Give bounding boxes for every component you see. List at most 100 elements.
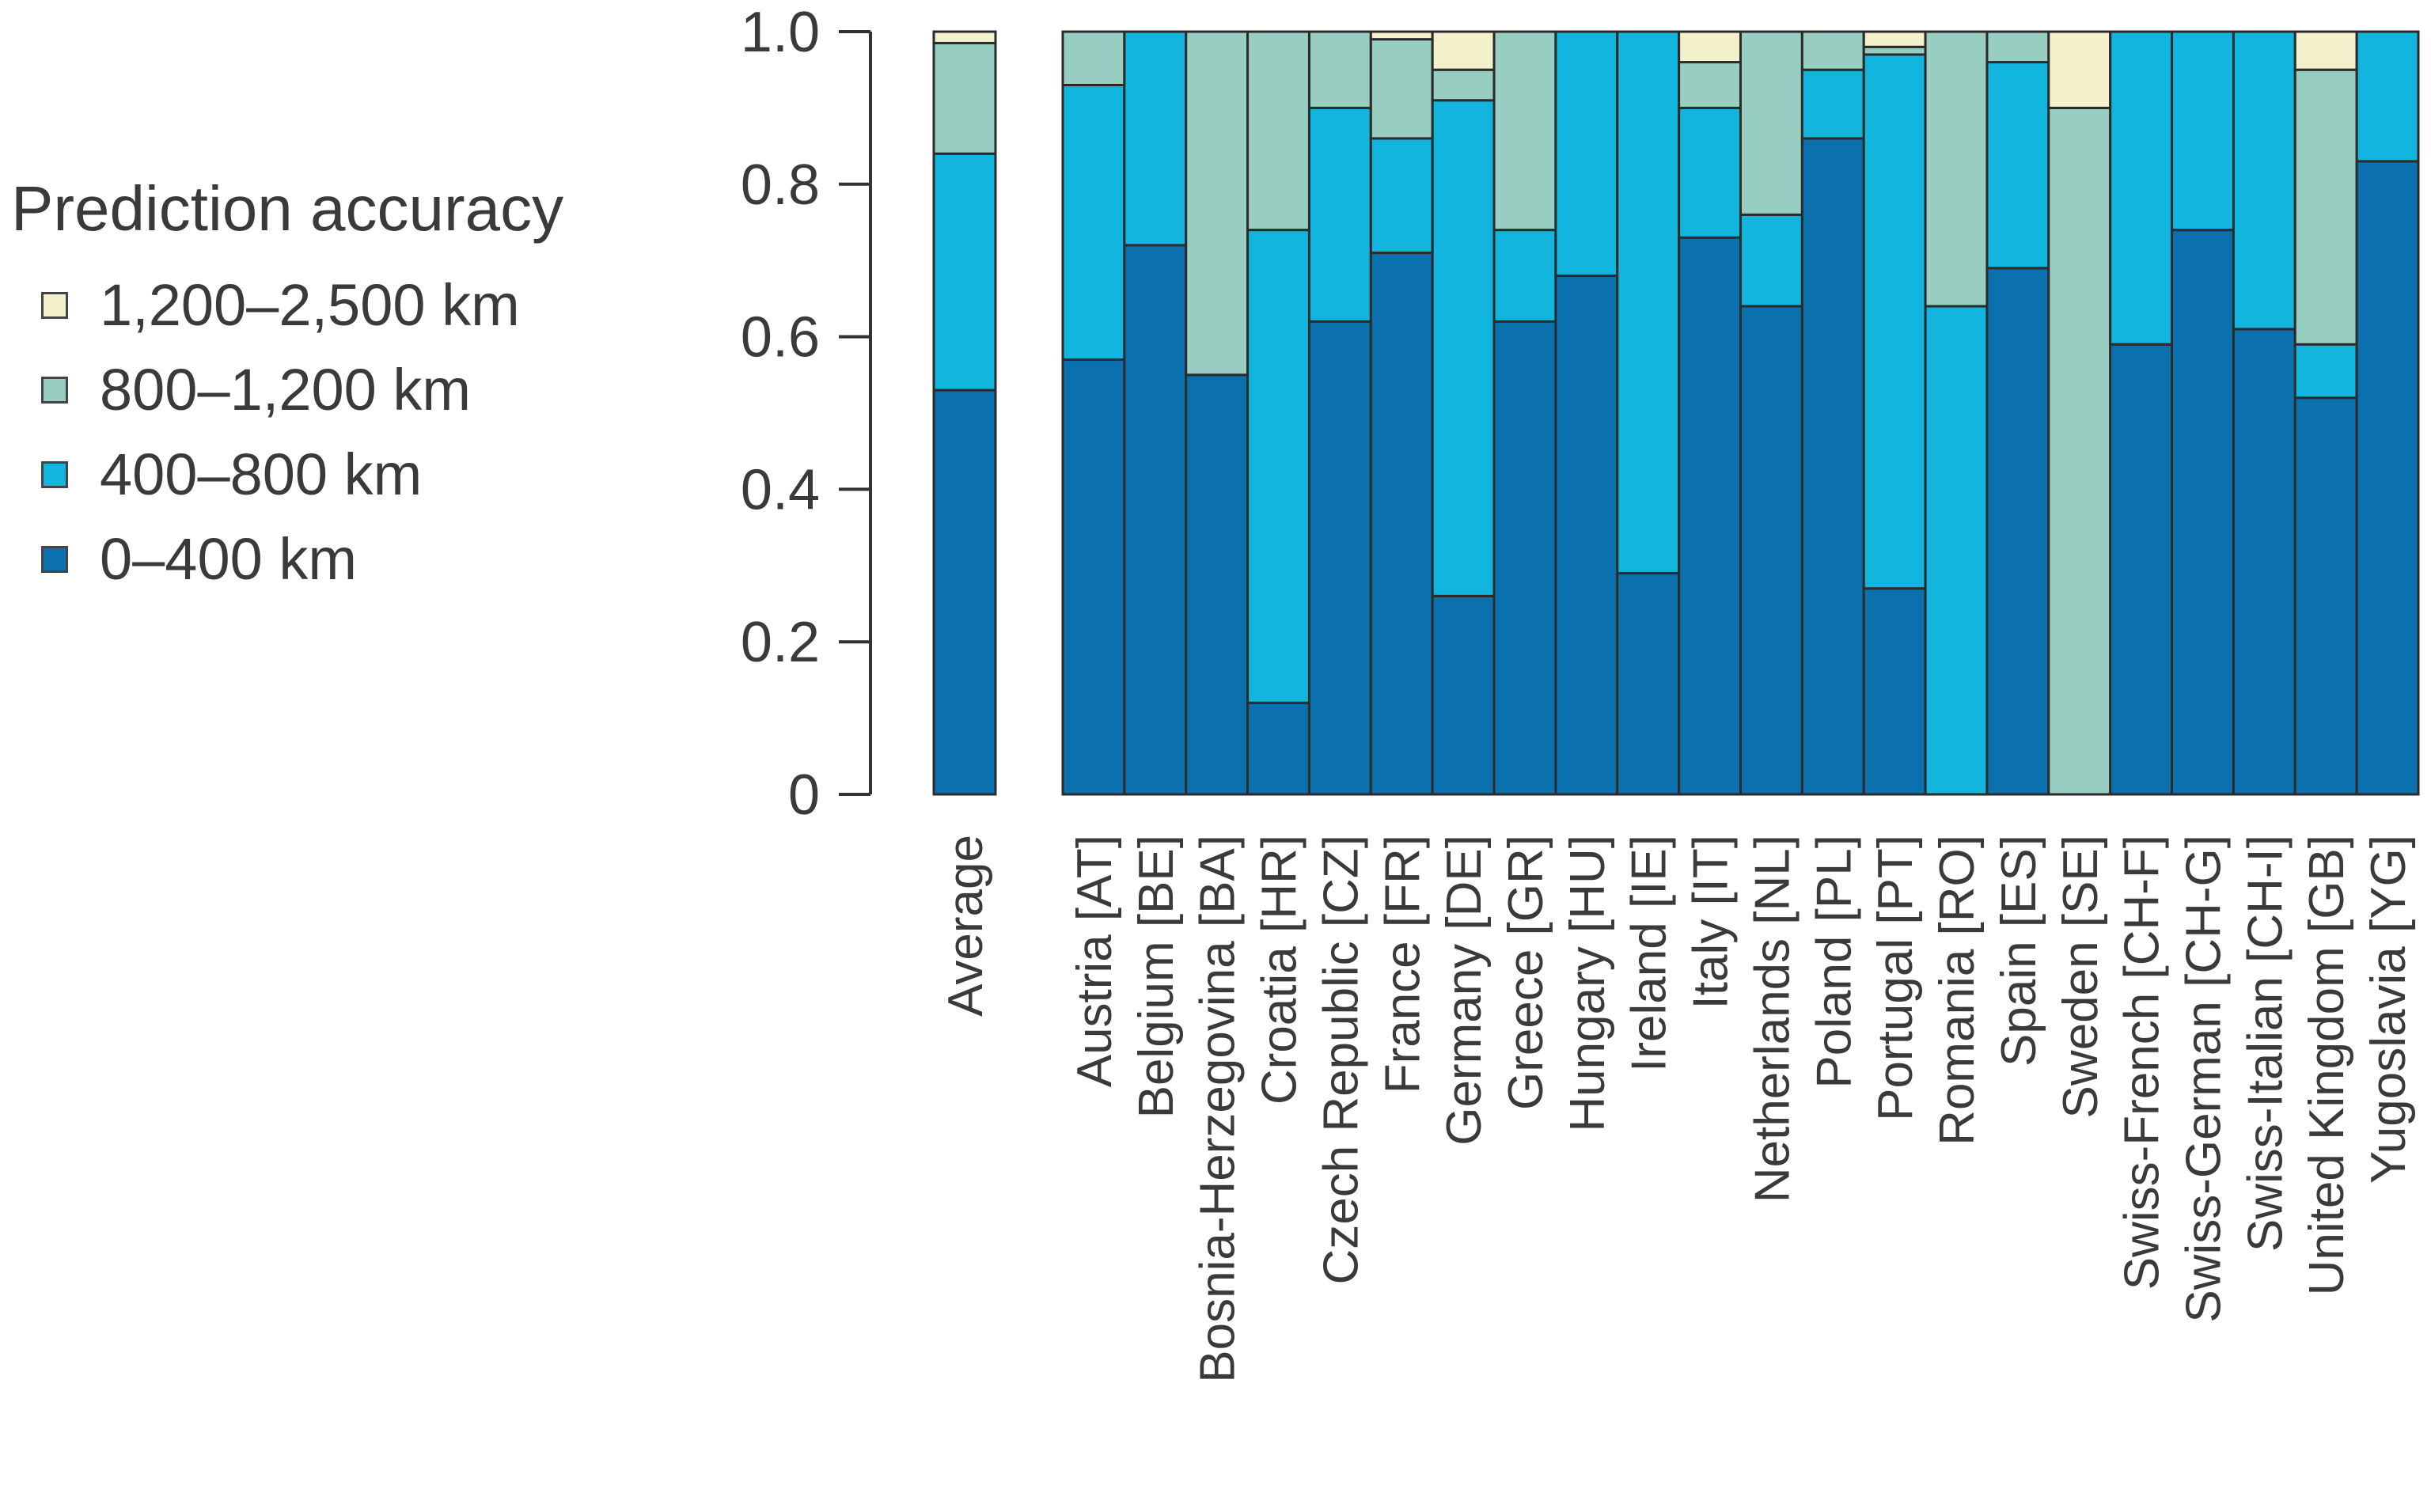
bar-segment-average-1-200-2-500-km xyxy=(932,30,997,44)
bar-segment-netherlands-nl-800-1-200-km xyxy=(1739,30,1803,216)
legend-label-0-400: 0–400 km xyxy=(100,526,357,592)
bar-segment-poland-pl-0-400-km xyxy=(1800,137,1865,796)
category-label-greece-gr: Greece [GR] xyxy=(1499,835,1553,1110)
y-tick-label-4: 0.8 xyxy=(741,153,820,217)
bar-segment-portugal-pt-1-200-2-500-km xyxy=(1862,30,1927,48)
bar-segment-italy-it-400-800-km xyxy=(1678,106,1743,239)
bar-segment-czech-republic-cz-800-1-200-km xyxy=(1307,30,1372,109)
legend-swatch-1200-2500 xyxy=(41,291,68,319)
bar-segment-croatia-hr-800-1-200-km xyxy=(1246,30,1310,232)
legend-item-1200-2500: 1,200–2,500 km xyxy=(11,263,563,347)
y-tick-label-3: 0.6 xyxy=(741,306,820,369)
legend-item-0-400: 0–400 km xyxy=(11,517,563,601)
bar-segment-greece-gr-400-800-km xyxy=(1492,229,1557,323)
bar-segment-swiss-german-ch-g-400-800-km xyxy=(2171,30,2235,232)
bar-segment-germany-de-400-800-km xyxy=(1431,99,1496,597)
bar-segment-croatia-hr-400-800-km xyxy=(1246,229,1310,704)
bar-segment-belgium-be-400-800-km xyxy=(1123,30,1188,247)
category-label-germany-de: Germany [DE] xyxy=(1437,835,1492,1146)
category-label-czech-republic-cz: Czech Republic [CZ] xyxy=(1314,835,1368,1285)
bar-segment-romania-ro-400-800-km xyxy=(1924,305,1989,796)
bar-segment-hungary-hu-400-800-km xyxy=(1554,30,1619,277)
bar-segment-france-fr-1-200-2-500-km xyxy=(1369,30,1434,41)
bar-segment-swiss-french-ch-f-400-800-km xyxy=(2109,30,2174,346)
bar-segment-austria-at-0-400-km xyxy=(1061,358,1126,796)
legend-swatch-0-400 xyxy=(41,545,68,573)
category-label-belgium-be: Belgium [BE] xyxy=(1129,835,1184,1118)
legend-label-1200-2500: 1,200–2,500 km xyxy=(100,272,520,338)
category-label-yugoslavia-yg: Yugoslavia [YG] xyxy=(2361,835,2416,1184)
category-label-portugal-pt: Portugal [PT] xyxy=(1868,835,1923,1121)
bar-segment-italy-it-800-1-200-km xyxy=(1678,61,1743,109)
category-label-swiss-french-ch-f: Swiss-French [CH-F] xyxy=(2115,835,2170,1290)
bar-segment-austria-at-400-800-km xyxy=(1061,83,1126,362)
bar-segment-portugal-pt-0-400-km xyxy=(1862,587,1927,796)
legend-label-400-800: 400–800 km xyxy=(100,441,423,507)
legend-swatch-800-1200 xyxy=(41,376,68,404)
category-label-netherlands-nl: Netherlands [NL] xyxy=(1745,835,1800,1203)
category-label-hungary-hu: Hungary [HU] xyxy=(1561,835,1615,1132)
legend-title: Prediction accuracy xyxy=(11,173,564,244)
bar-segment-czech-republic-cz-400-800-km xyxy=(1307,106,1372,323)
category-label-sweden-se: Sweden [SE] xyxy=(2054,835,2108,1118)
bar-segment-france-fr-0-400-km xyxy=(1369,252,1434,796)
bar-segment-germany-de-0-400-km xyxy=(1431,594,1496,796)
bar-segment-swiss-italian-ch-i-0-400-km xyxy=(2232,328,2296,796)
bar-segment-ireland-ie-0-400-km xyxy=(1616,571,1681,796)
bar-segment-croatia-hr-0-400-km xyxy=(1246,701,1310,796)
bar-segment-spain-es-800-1-200-km xyxy=(1985,30,2050,64)
bar-segment-france-fr-400-800-km xyxy=(1369,137,1434,255)
legend: Prediction accuracy 1,200–2,500 km 800–1… xyxy=(11,172,563,601)
category-label-romania-ro: Romania [RO] xyxy=(1930,835,1985,1146)
legend-item-400-800: 400–800 km xyxy=(11,432,563,517)
y-tick-label-2: 0.4 xyxy=(741,458,820,521)
bar-segment-yugoslavia-yg-400-800-km xyxy=(2355,30,2420,163)
bar-segment-spain-es-400-800-km xyxy=(1985,61,2050,270)
bar-segment-sweden-se-1-200-2-500-km xyxy=(2047,30,2112,109)
bar-segment-yugoslavia-yg-0-400-km xyxy=(2355,160,2420,796)
category-label-france-fr: France [FR] xyxy=(1375,835,1430,1093)
legend-swatch-400-800 xyxy=(41,460,68,488)
category-label-united-kingdom-gb: United Kingdom [GB] xyxy=(2300,835,2354,1295)
category-label-italy-it: Italy [IT] xyxy=(1684,835,1739,1009)
bar-segment-italy-it-1-200-2-500-km xyxy=(1678,30,1743,64)
bar-segment-united-kingdom-gb-800-1-200-km xyxy=(2293,68,2358,346)
bar-segment-swiss-italian-ch-i-400-800-km xyxy=(2232,30,2296,331)
bar-segment-netherlands-nl-400-800-km xyxy=(1739,213,1803,308)
bar-segment-poland-pl-800-1-200-km xyxy=(1800,30,1865,71)
bar-segment-germany-de-1-200-2-500-km xyxy=(1431,30,1496,71)
legend-item-800-1200: 800–1,200 km xyxy=(11,347,563,432)
y-tick-label-1: 0.2 xyxy=(741,611,820,674)
category-label-poland-pl: Poland [PL] xyxy=(1807,835,1861,1089)
bar-segment-spain-es-0-400-km xyxy=(1985,267,2050,796)
bar-segment-italy-it-0-400-km xyxy=(1678,236,1743,796)
bar-segment-bosnia-herzegovina-ba-0-400-km xyxy=(1185,373,1250,796)
bar-segment-netherlands-nl-0-400-km xyxy=(1739,305,1803,796)
bar-segment-poland-pl-400-800-km xyxy=(1800,68,1865,140)
bar-segment-czech-republic-cz-0-400-km xyxy=(1307,320,1372,796)
legend-label-800-1200: 800–1,200 km xyxy=(100,357,472,423)
bar-segment-romania-ro-800-1-200-km xyxy=(1924,30,1989,308)
category-label-spain-es: Spain [ES] xyxy=(1992,835,2046,1067)
category-label-ireland-ie: Ireland [IE] xyxy=(1622,835,1677,1072)
bar-segment-sweden-se-800-1-200-km xyxy=(2047,106,2112,796)
bar-segment-hungary-hu-0-400-km xyxy=(1554,274,1619,796)
bar-segment-average-400-800-km xyxy=(932,152,997,392)
category-label-bosnia-herzegovina-ba: Bosnia-Herzegovina [BA] xyxy=(1191,835,1246,1383)
y-tick-label-0: 0 xyxy=(788,764,820,827)
category-label-croatia-hr: Croatia [HR] xyxy=(1253,835,1307,1105)
bar-segment-united-kingdom-gb-1-200-2-500-km xyxy=(2293,30,2358,71)
bar-segment-ireland-ie-400-800-km xyxy=(1616,30,1681,574)
bar-segment-united-kingdom-gb-0-400-km xyxy=(2293,396,2358,796)
bar-segment-germany-de-800-1-200-km xyxy=(1431,68,1496,102)
bar-segment-france-fr-800-1-200-km xyxy=(1369,38,1434,140)
bar-segment-greece-gr-800-1-200-km xyxy=(1492,30,1557,232)
bar-segment-swiss-german-ch-g-0-400-km xyxy=(2171,229,2235,796)
bar-segment-average-800-1-200-km xyxy=(932,41,997,155)
category-label-swiss-german-ch-g: Swiss-German [CH-G] xyxy=(2176,835,2231,1323)
bar-segment-greece-gr-0-400-km xyxy=(1492,320,1557,796)
bar-segment-bosnia-herzegovina-ba-800-1-200-km xyxy=(1185,30,1250,377)
bar-segment-belgium-be-0-400-km xyxy=(1123,244,1188,796)
bar-segment-swiss-french-ch-f-0-400-km xyxy=(2109,343,2174,796)
